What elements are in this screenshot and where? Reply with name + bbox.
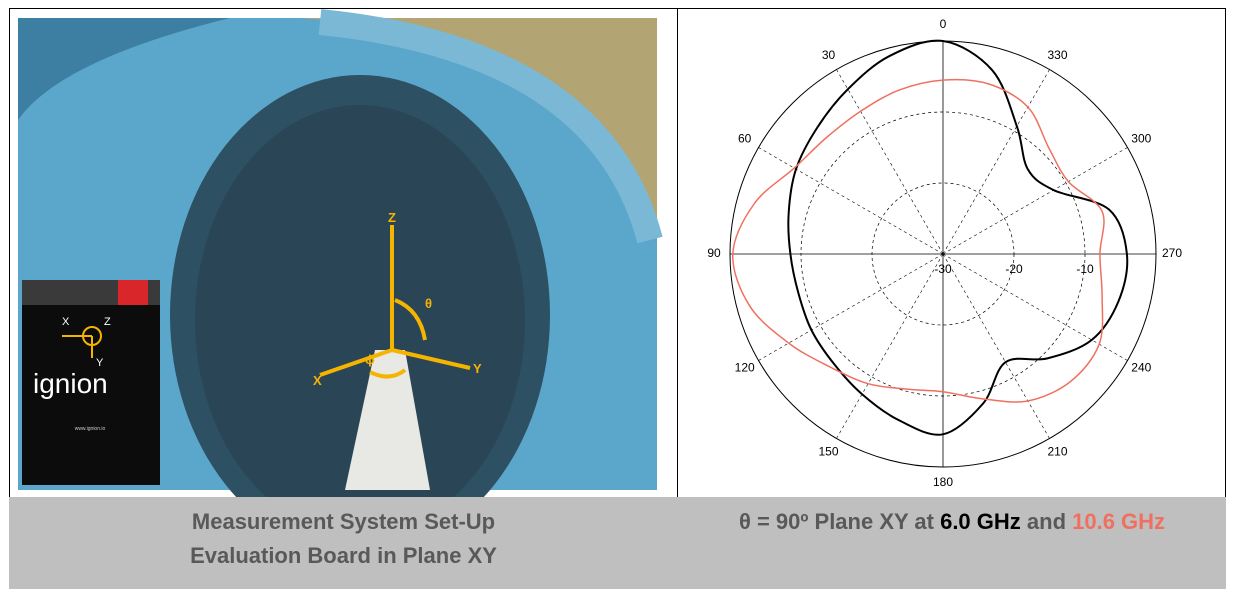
logo-brand: ignion [33,368,108,399]
caption-series: 10.6 GHz [1072,509,1166,534]
logo-board [22,280,160,485]
spoke [942,69,1050,255]
caption-series: 6.0 GHz [940,509,1021,534]
logo-url: www.ignion.io [75,426,106,432]
angle-label: 270 [1162,246,1182,260]
caption-text: θ = 90º Plane XY at [738,509,941,534]
photo-chamber [195,105,525,497]
logo-axis-label: X [62,316,70,328]
caption-line: Evaluation Board in Plane XY [190,543,497,568]
angle-label: 240 [1131,361,1151,375]
pattern-line [732,78,1105,403]
spoke [758,147,944,255]
axis-label: Y [473,361,482,376]
angle-label: 330 [1047,48,1067,62]
ring [800,111,1086,397]
angle-label: 60 [738,132,752,146]
photo-wall [18,18,230,120]
angle-label: 120 [735,361,755,375]
photo-axes [319,225,471,379]
spoke [942,147,1128,255]
spoke [758,253,944,361]
spoke [836,253,944,439]
figure-table: Z θ X ϕ Y X Z Y ignion www.ignion.io 0 30… [9,8,1226,497]
spoke [836,69,944,255]
angle-label: 210 [1047,444,1067,458]
angle-label: 150 [818,444,838,458]
photo: Z θ X ϕ Y X Z Y ignion www.ignion.io [18,9,663,497]
spoke [942,253,1050,439]
caption-right: θ = 90º Plane XY at 6.0 GHz and 10.6 GHz [678,497,1226,589]
photo-stand [345,350,430,490]
angle-label: 90 [707,246,721,260]
photo-rim [318,9,663,244]
caption-text: and [1020,509,1073,534]
ring [871,182,1015,326]
angle-label: 300 [1131,132,1151,146]
pattern-line [787,39,1129,436]
logo-axis-label: Z [104,316,111,328]
r-tick-label: -30 [934,262,952,276]
polar-chart: 0 30 60 90 120 150 180 210 240 270 300 330 -30 -20 -10 [707,17,1182,489]
caption-line: Measurement System Set-Up [191,509,496,534]
logo-axes [62,326,102,358]
angle-label: 30 [822,48,836,62]
angle-label: 180 [933,475,953,489]
angle-label: 0 [940,17,947,31]
photo-rim [300,18,657,230]
axis-label: X [313,373,322,388]
logo-mark [118,280,148,305]
caption-left: Measurement System Set-Up Evaluation Boa… [9,497,678,589]
axis-label: Z [388,210,396,225]
axis-label: θ [425,296,432,311]
r-tick-label: -10 [1076,262,1094,276]
axis-label: ϕ [365,352,375,367]
logo-axis-label: Y [96,357,104,369]
r-tick-label: -20 [1005,262,1023,276]
